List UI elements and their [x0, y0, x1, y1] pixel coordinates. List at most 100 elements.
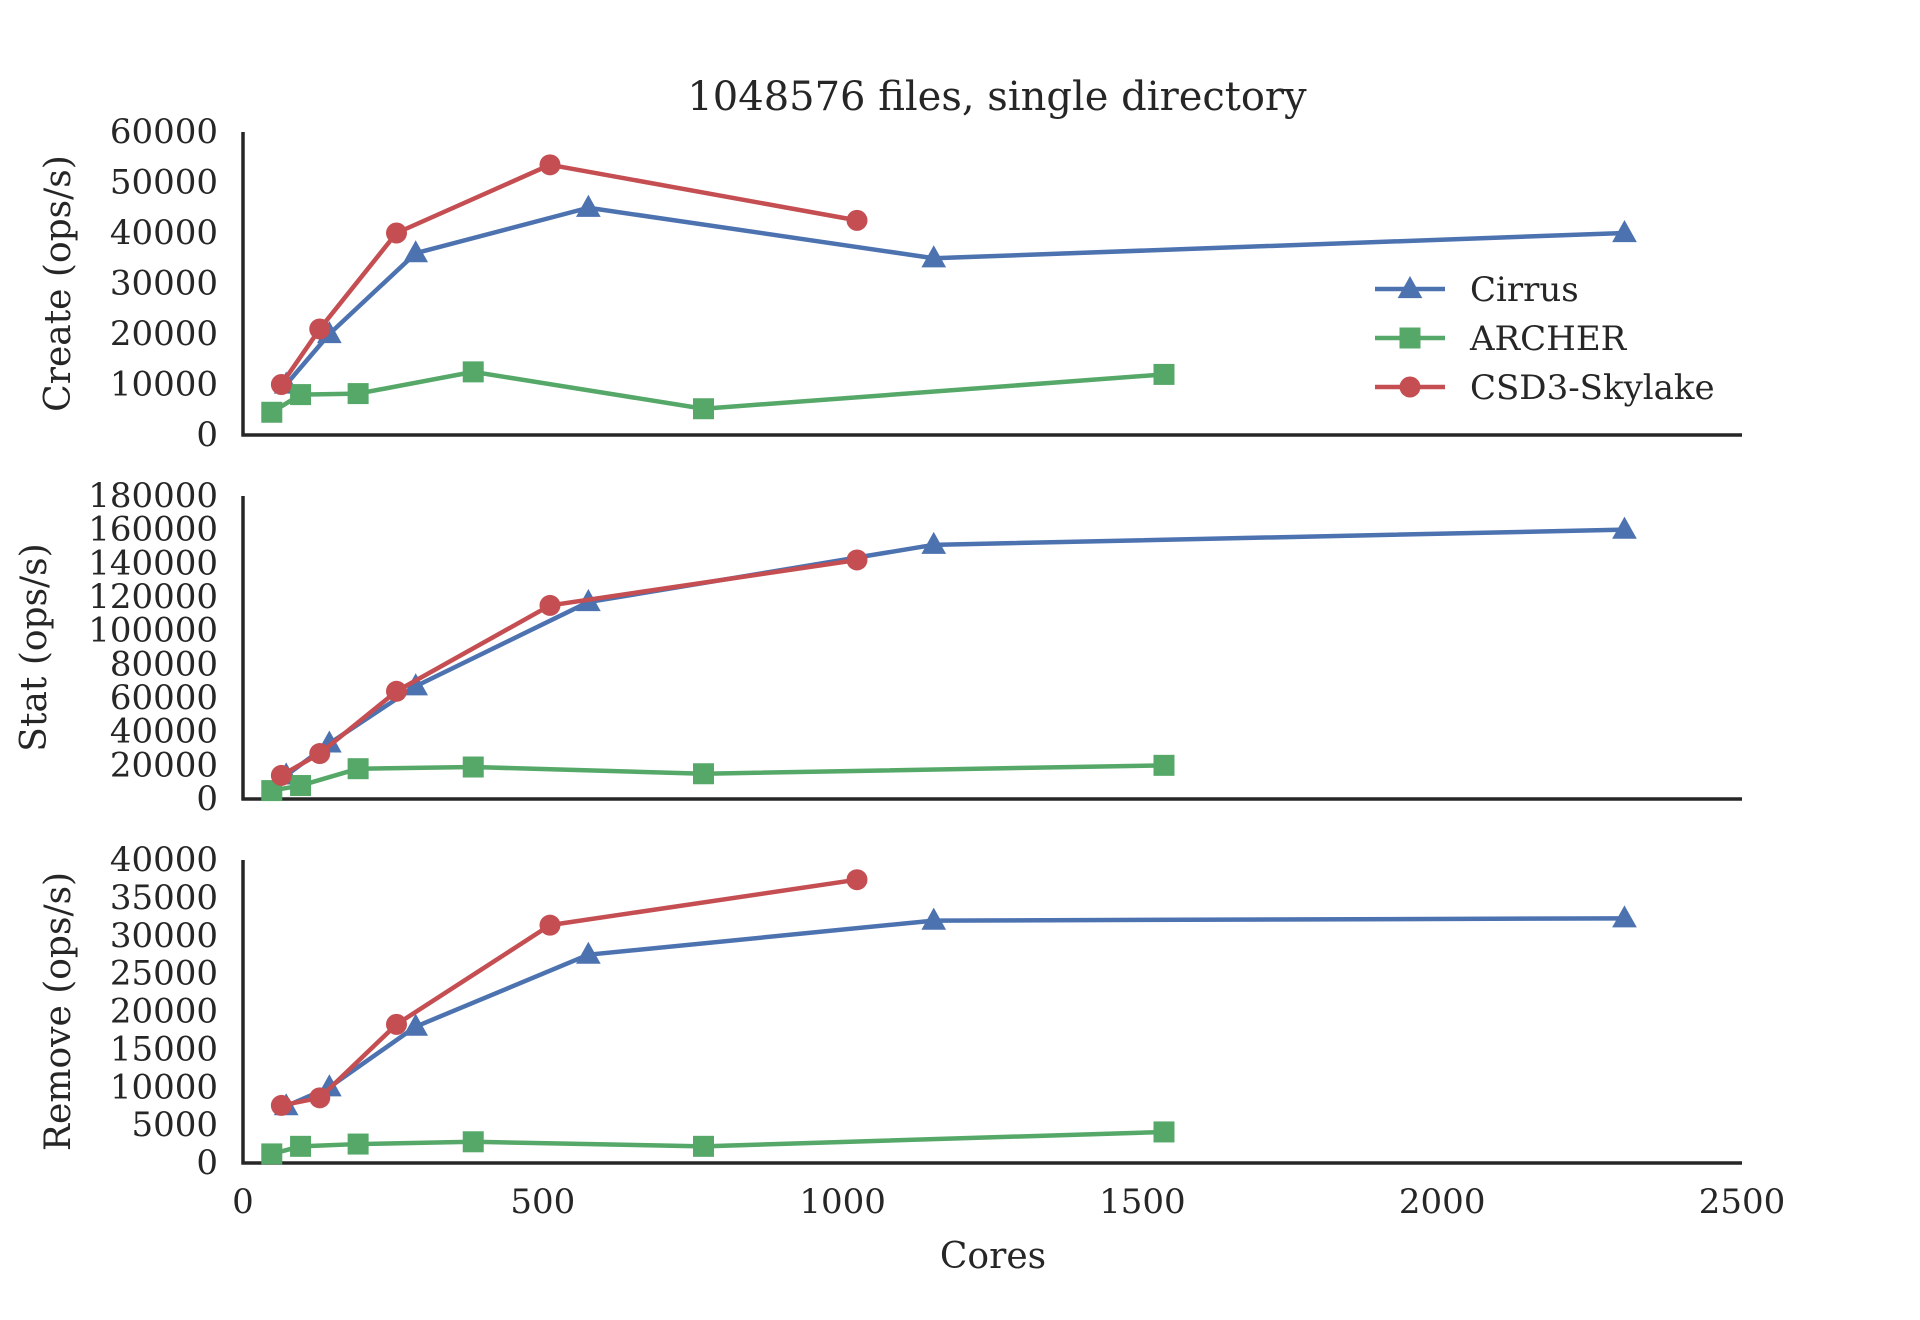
panel-1: 0 10000 20000 30000 40000 50000 60000 Create (o…	[38, 112, 1742, 455]
x-tick-label: 1500	[1099, 1182, 1186, 1222]
data-point-archer	[347, 383, 369, 405]
legend-label: Cirrus	[1470, 270, 1579, 310]
data-point-archer	[261, 780, 283, 802]
data-point-archer	[692, 1135, 714, 1157]
data-point-archer	[290, 775, 312, 797]
legend-label: CSD3-Skylake	[1470, 368, 1715, 408]
data-point-cirrus	[1612, 905, 1637, 928]
data-point-archer	[290, 384, 312, 406]
data-point-archer	[1153, 1121, 1175, 1143]
y-axis-label: Remove (ops/s)	[38, 872, 79, 1151]
series-line-csd3-skylake	[279, 557, 860, 778]
series-cirrus	[273, 905, 1637, 1116]
data-point-cirrus	[921, 907, 947, 930]
data-point-csd3-skylake	[385, 1013, 407, 1035]
data-point-archer	[462, 756, 484, 778]
y-tick-label: 10000	[110, 1067, 218, 1107]
data-point-csd3-skylake	[270, 764, 292, 786]
data-point-archer	[290, 1135, 312, 1157]
panel-3: 0500010000150002000025000300003500040000…	[38, 840, 1785, 1222]
series-csd3-skylake	[270, 869, 868, 1116]
series-csd3-skylake	[270, 154, 868, 395]
y-axis-label: Stat (ops/s)	[14, 543, 55, 751]
series-archer	[261, 1121, 1175, 1165]
series-archer	[261, 361, 1175, 423]
x-tick-label: 2500	[1699, 1182, 1786, 1222]
panel-2: 0200004000060000800001000001200001400001…	[14, 476, 1742, 819]
series-line-archer	[269, 1129, 1167, 1157]
y-tick-label: 100000	[88, 611, 218, 651]
data-point-archer	[347, 1133, 369, 1155]
data-point-archer	[1153, 363, 1175, 385]
data-point-csd3-skylake	[385, 680, 407, 702]
y-tick-label: 40000	[110, 213, 218, 253]
y-tick-label: 40000	[110, 712, 218, 752]
data-point-cirrus	[576, 194, 601, 217]
data-point-cirrus	[1612, 220, 1637, 243]
y-tick-label: 15000	[110, 1029, 218, 1069]
data-point-archer	[261, 401, 283, 423]
legend: Cirrus ARCHER CSD3-Skylake	[1375, 270, 1715, 408]
data-point-csd3-skylake	[385, 222, 407, 244]
series-line-archer	[269, 369, 1167, 415]
data-point-csd3-skylake	[539, 594, 561, 616]
data-point-cirrus	[921, 531, 947, 554]
y-tick-label: 10000	[110, 365, 218, 405]
x-tick-label: 0	[232, 1182, 254, 1222]
series-line-csd3-skylake	[279, 162, 860, 387]
data-point-archer	[347, 758, 369, 780]
data-point-csd3-skylake	[539, 154, 561, 176]
data-point-csd3-skylake	[270, 1094, 292, 1116]
data-point-csd3-skylake	[270, 374, 292, 395]
data-point-csd3-skylake	[309, 743, 331, 765]
legend-entry-archer: ARCHER	[1375, 319, 1628, 359]
data-point-cirrus	[1612, 516, 1637, 539]
series-line-csd3-skylake	[279, 877, 860, 1108]
x-tick-label: 2000	[1399, 1182, 1486, 1222]
data-point-cirrus	[403, 673, 429, 696]
legend-marker	[1397, 276, 1423, 299]
y-tick-label: 25000	[110, 954, 218, 994]
series-line-cirrus	[283, 205, 1627, 387]
data-point-cirrus	[921, 245, 947, 268]
data-point-archer	[462, 361, 484, 383]
y-tick-label: 120000	[88, 577, 218, 617]
data-point-archer	[1153, 754, 1175, 776]
series-cirrus	[273, 516, 1637, 785]
series-line-archer	[269, 763, 1167, 793]
data-point-csd3-skylake	[309, 1087, 331, 1109]
data-point-csd3-skylake	[309, 318, 331, 340]
x-axis-label: Cores	[940, 1236, 1046, 1277]
y-tick-label: 0	[196, 779, 218, 819]
chart-title: 1048576 files, single directory	[687, 74, 1307, 120]
y-tick-label: 20000	[110, 314, 218, 354]
y-tick-label: 50000	[110, 163, 218, 203]
data-point-cirrus	[576, 941, 601, 964]
data-point-csd3-skylake	[846, 549, 868, 571]
y-tick-label: 30000	[110, 916, 218, 956]
y-tick-label: 20000	[110, 992, 218, 1032]
y-tick-label: 180000	[88, 476, 218, 516]
series-archer	[261, 754, 1175, 802]
y-tick-label: 160000	[88, 510, 218, 550]
y-tick-label: 140000	[88, 543, 218, 583]
y-tick-label: 0	[196, 1143, 218, 1183]
data-point-csd3-skylake	[846, 209, 868, 231]
x-tick-label: 1000	[799, 1182, 886, 1222]
y-tick-label: 35000	[110, 878, 218, 918]
data-point-archer	[692, 398, 714, 420]
y-tick-label: 80000	[110, 644, 218, 684]
data-point-csd3-skylake	[539, 914, 561, 936]
y-tick-label: 60000	[110, 678, 218, 718]
y-axis-label: Create (ops/s)	[38, 155, 79, 412]
series-line-cirrus	[283, 916, 1627, 1109]
data-point-archer	[692, 763, 714, 785]
x-tick-label: 500	[510, 1182, 575, 1222]
y-tick-label: 20000	[110, 745, 218, 785]
y-tick-label: 0	[196, 415, 218, 455]
data-point-cirrus	[403, 240, 429, 263]
data-point-cirrus	[403, 1013, 429, 1036]
y-tick-label: 30000	[110, 264, 218, 304]
